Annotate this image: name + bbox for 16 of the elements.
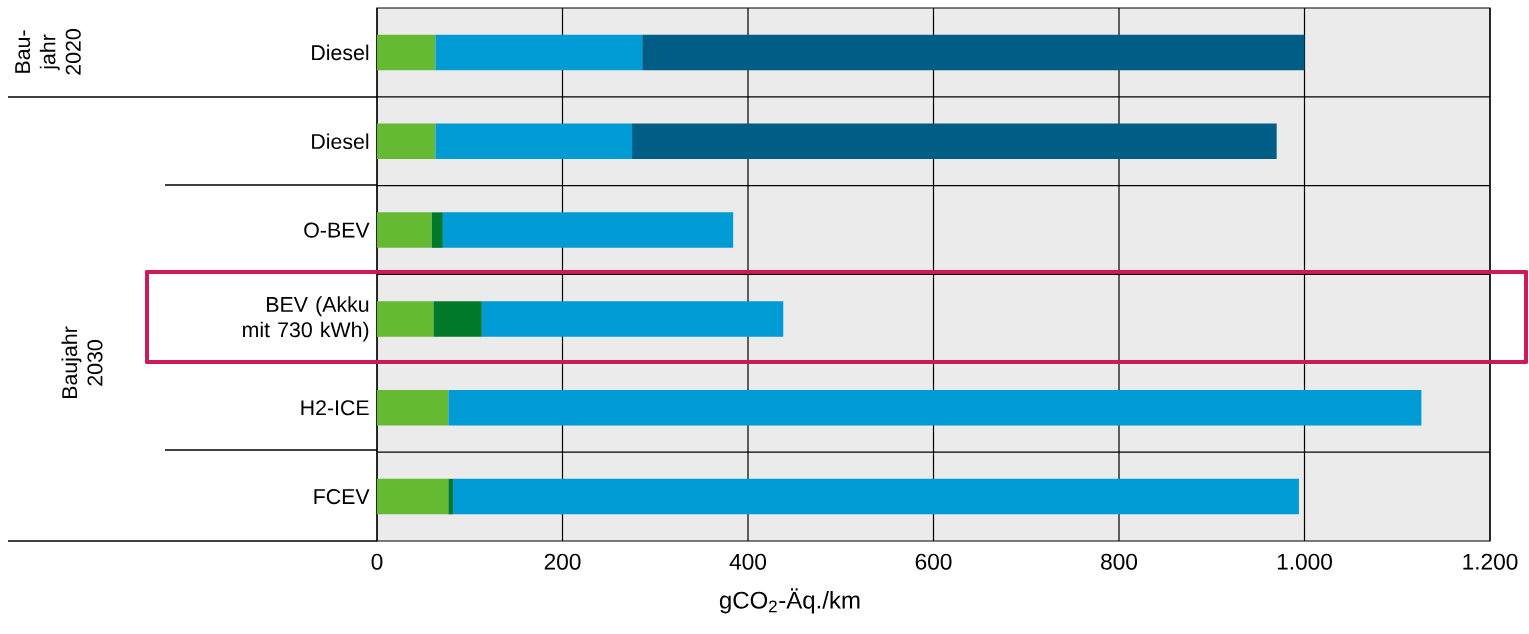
x-tick-label: 400 (729, 553, 767, 570)
x-tick-label: 0 (371, 553, 383, 570)
x-tick-label: 1.000 (1277, 553, 1332, 570)
y-tick-label: O-BEV (304, 222, 370, 238)
text: Baujahr 2030 (61, 326, 103, 398)
y-tick-label: H2-ICE (301, 400, 369, 416)
y-tick-label: FCEV (314, 489, 370, 505)
x-axis-title: gCO$_{2}$-Äq./km (719, 588, 860, 614)
text: Bau-jahr 2020 (15, 29, 81, 75)
x-tick-label: 600 (915, 553, 952, 570)
x-tick-label: 1.200 (1463, 553, 1518, 570)
x-tick-label: 200 (544, 553, 581, 570)
y-tick-label: Diesel (312, 133, 369, 150)
x-tick-label: 800 (1101, 553, 1138, 570)
y-tick-label: Diesel (312, 44, 369, 61)
y-tick-label: BEV (Akku mit 730 kWh) (243, 296, 369, 342)
